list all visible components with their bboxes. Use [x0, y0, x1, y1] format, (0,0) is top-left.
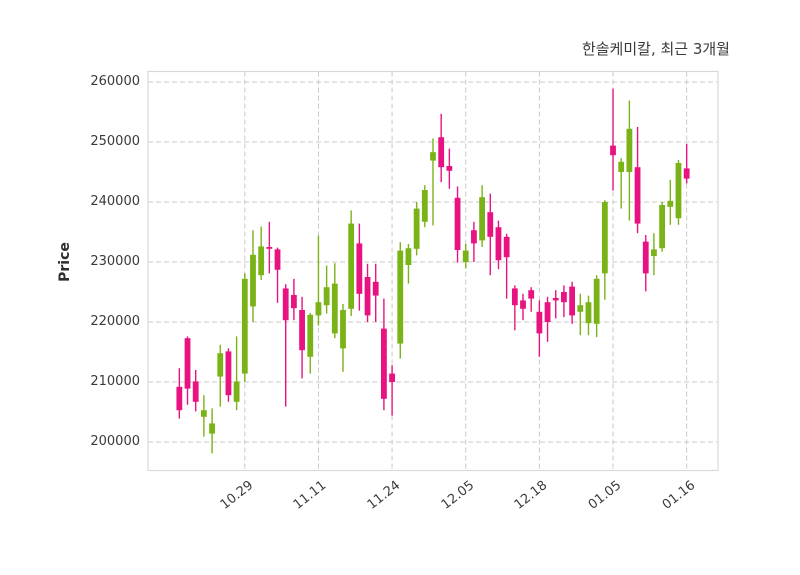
candle-body [642, 241, 649, 274]
candle-body [552, 298, 559, 301]
candle-body [258, 246, 265, 276]
candle-body [585, 302, 592, 324]
candle-body [209, 423, 215, 434]
candle-body [430, 152, 436, 161]
candle-body [511, 288, 518, 306]
candle-body [462, 250, 469, 262]
candle-body [438, 137, 445, 168]
plot-border [147, 70, 719, 472]
candle-body [601, 202, 608, 274]
candle-body [397, 250, 404, 344]
y-tick-label: 210000 [90, 374, 140, 389]
candle-body [544, 302, 551, 322]
candle-body [536, 311, 543, 334]
candle-body [520, 300, 526, 309]
candle-body [241, 278, 248, 374]
candle-body [381, 328, 387, 399]
candle-body [192, 381, 199, 402]
candle-body [307, 314, 314, 357]
candle-body [364, 277, 371, 316]
candle-body [299, 310, 305, 351]
candle-body [593, 278, 600, 324]
candle-body [651, 249, 657, 256]
candle-body [389, 373, 395, 382]
candle-body [233, 381, 240, 402]
candle-body [577, 305, 584, 312]
candle-body [487, 212, 494, 237]
candle-body [495, 227, 502, 261]
candle-body [290, 295, 297, 309]
candle-body [282, 288, 289, 321]
candle-body [626, 128, 633, 172]
candle-body [340, 310, 346, 349]
chart-title: 한솔케미칼, 최근 3개월 [581, 40, 730, 58]
candle-body [331, 283, 338, 334]
y-tick-label: 230000 [90, 254, 140, 269]
candle-body [569, 286, 576, 316]
y-tick-label: 200000 [90, 434, 140, 449]
candle-body [675, 163, 682, 219]
candle-body [413, 208, 420, 249]
candle-body [618, 161, 625, 172]
candle-body [561, 292, 567, 303]
candle-body [348, 223, 355, 309]
y-tick-label: 250000 [90, 134, 140, 149]
candle-body [405, 248, 412, 265]
candle-body [225, 351, 232, 396]
candle-body [446, 166, 453, 171]
y-tick-label: 220000 [90, 314, 140, 329]
y-tick-label: 240000 [90, 194, 140, 209]
candle-body [356, 243, 363, 294]
candle-body [372, 281, 379, 296]
candle-body [274, 249, 281, 270]
candle-body [659, 205, 666, 249]
candle-body [266, 247, 273, 249]
candle-body [176, 386, 183, 411]
candle-body [634, 167, 641, 224]
y-tick-label: 260000 [90, 74, 140, 89]
candle-body [315, 302, 322, 316]
candle-body [479, 197, 485, 241]
y-axis-label: Price [57, 242, 73, 282]
candle-body [217, 353, 224, 377]
candle-body [610, 145, 616, 156]
candle-body [421, 190, 428, 222]
candle-body [184, 338, 191, 389]
candle-body [503, 236, 510, 258]
candle-body [471, 230, 477, 244]
candle-body [250, 254, 256, 307]
candle-body [454, 197, 461, 250]
candle-body [200, 410, 207, 417]
candle-body [323, 287, 330, 306]
candle-body [667, 200, 674, 207]
candle-body [528, 290, 535, 299]
candle-body [683, 168, 690, 179]
